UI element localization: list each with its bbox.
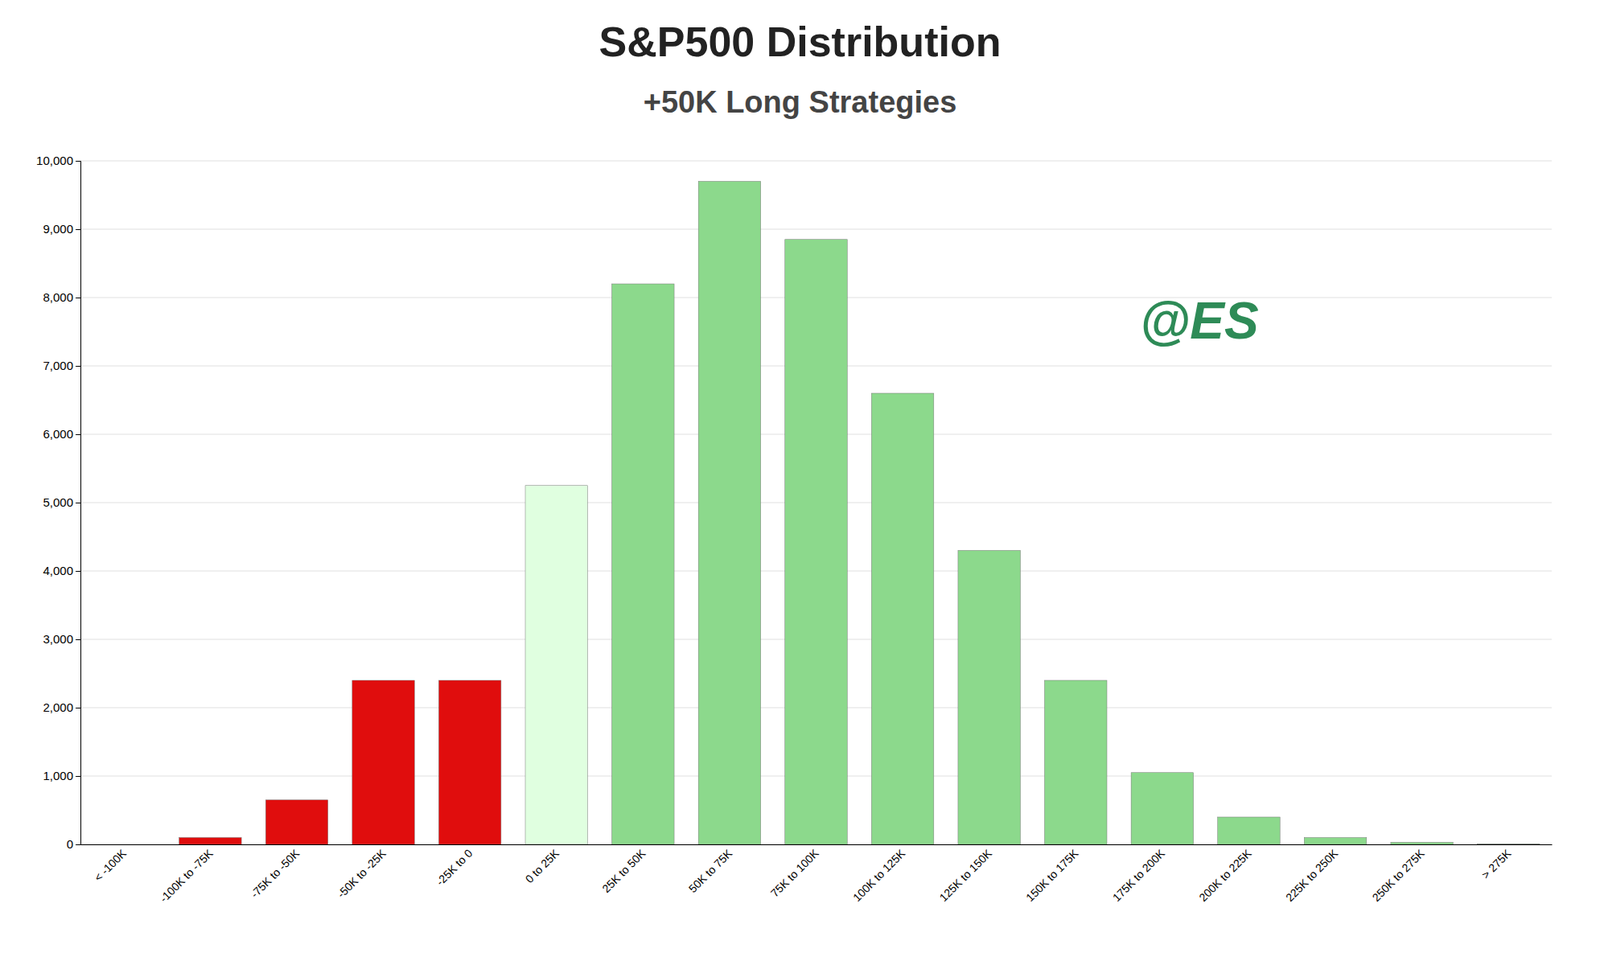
tick-label: 7,000 xyxy=(42,358,74,373)
tick: > 275K xyxy=(1478,846,1514,881)
tick-mark xyxy=(75,160,81,162)
tick: 200K to 225K xyxy=(1196,846,1255,905)
annotation: @ES xyxy=(1139,292,1259,350)
bar xyxy=(179,838,242,846)
tick: 250K to 275K xyxy=(1369,846,1428,905)
tick-label: 175K to 200K xyxy=(1110,846,1169,905)
tick-label: 200K to 225K xyxy=(1196,846,1255,905)
tick-label: 8,000 xyxy=(42,290,74,305)
tick-label: 150K to 175K xyxy=(1023,846,1082,905)
axis-line xyxy=(81,844,1553,846)
bars xyxy=(179,181,1540,846)
tick-label: 0 to 25K xyxy=(522,846,563,886)
bar xyxy=(265,800,328,845)
tick: 125K to 150K xyxy=(937,846,996,905)
bar xyxy=(958,551,1021,846)
tick: 3,000 xyxy=(42,632,81,646)
tick: 2,000 xyxy=(42,700,81,715)
subtitle: +50K Long Strategies xyxy=(643,85,958,120)
tick-label: 5,000 xyxy=(42,495,74,510)
bar xyxy=(525,485,588,845)
tick-label: 3,000 xyxy=(42,632,74,646)
tick-label: 2,000 xyxy=(42,700,74,715)
tick-label: -25K to 0 xyxy=(433,847,476,889)
bar xyxy=(92,844,155,846)
grid xyxy=(80,160,1552,845)
tick-label: > 275K xyxy=(1478,846,1514,881)
bar xyxy=(1217,817,1280,845)
title: S&P500 Distribution xyxy=(599,18,1002,66)
tick: < -100K xyxy=(91,846,130,885)
tick: 10,000 xyxy=(36,153,81,168)
tick: -75K to -50K xyxy=(247,846,302,901)
y-axis: 0 1,000 2,000 3,000 4,000 5,000 6,000 7,000 8,00… xyxy=(36,153,81,852)
tick-mark xyxy=(75,707,81,709)
bar xyxy=(352,680,415,845)
tick: 0 to 25K xyxy=(522,846,563,886)
tick: 25K to 50K xyxy=(599,846,649,896)
tick-mark xyxy=(75,844,81,846)
tick: 175K to 200K xyxy=(1110,846,1169,905)
bar xyxy=(1044,680,1107,845)
tick-label: < -100K xyxy=(91,846,130,885)
tick-label: 25K to 50K xyxy=(599,846,649,896)
bar xyxy=(438,680,501,845)
grid-line xyxy=(80,160,1552,162)
axis-line xyxy=(75,161,82,846)
tick: 1,000 xyxy=(42,769,81,783)
tick-mark xyxy=(75,297,81,299)
tick-mark xyxy=(75,502,81,504)
tick: -25K to 0 xyxy=(433,847,476,889)
plot: 0 1,000 2,000 3,000 4,000 5,000 6,000 7,000 8,00… xyxy=(36,153,1552,905)
tick: -100K to -75K xyxy=(156,846,216,905)
tick: 150K to 175K xyxy=(1023,846,1082,905)
tick-label: 225K to 250K xyxy=(1283,846,1341,905)
tick: 8,000 xyxy=(42,290,81,305)
tick-label: -50K to -25K xyxy=(334,846,389,901)
tick-label: 75K to 100K xyxy=(768,846,822,900)
bar xyxy=(785,239,848,845)
bar xyxy=(612,283,675,845)
tick-label: 125K to 150K xyxy=(937,846,996,905)
tick-mark xyxy=(75,571,81,572)
tick: 50K to 75K xyxy=(686,846,736,896)
tick: 9,000 xyxy=(42,222,81,236)
tick: -50K to -25K xyxy=(334,846,389,901)
x-axis: < -100K -100K to -75K -75K to -50K -50K to … xyxy=(81,845,1553,906)
tick-label: 50K to 75K xyxy=(686,846,736,896)
tick-mark xyxy=(75,366,81,367)
tick-mark xyxy=(75,639,81,641)
tick-label: 0 xyxy=(66,837,74,852)
tick-label: 100K to 125K xyxy=(850,846,909,905)
bar xyxy=(1131,773,1193,845)
tick-label: 9,000 xyxy=(42,222,74,236)
tick-label: 1,000 xyxy=(42,769,74,783)
tick-mark xyxy=(75,229,81,231)
tick-label: 250K to 275K xyxy=(1369,846,1428,905)
grid-line xyxy=(80,229,1552,231)
tick-mark xyxy=(75,776,81,778)
chart: S&P500 Distribution +50K Long Strategies 0… xyxy=(0,0,1600,965)
bar xyxy=(871,393,934,845)
bar xyxy=(1303,838,1366,846)
tick: 4,000 xyxy=(42,563,81,578)
tick-mark xyxy=(75,434,81,436)
tick: 6,000 xyxy=(42,427,81,441)
tick: 225K to 250K xyxy=(1283,846,1341,905)
tick: 75K to 100K xyxy=(768,846,822,900)
bar xyxy=(1476,843,1539,845)
tick-label: 10,000 xyxy=(36,153,74,168)
tick-label: 4,000 xyxy=(42,563,74,578)
tick: 5,000 xyxy=(42,495,81,510)
tick: 100K to 125K xyxy=(850,846,909,905)
tick-label: -100K to -75K xyxy=(156,846,216,905)
tick: 7,000 xyxy=(42,358,81,373)
tick: 0 xyxy=(66,837,81,852)
bar xyxy=(698,181,761,846)
bar xyxy=(1390,842,1453,845)
tick-label: 6,000 xyxy=(42,427,74,441)
tick-label: -75K to -50K xyxy=(247,846,302,901)
